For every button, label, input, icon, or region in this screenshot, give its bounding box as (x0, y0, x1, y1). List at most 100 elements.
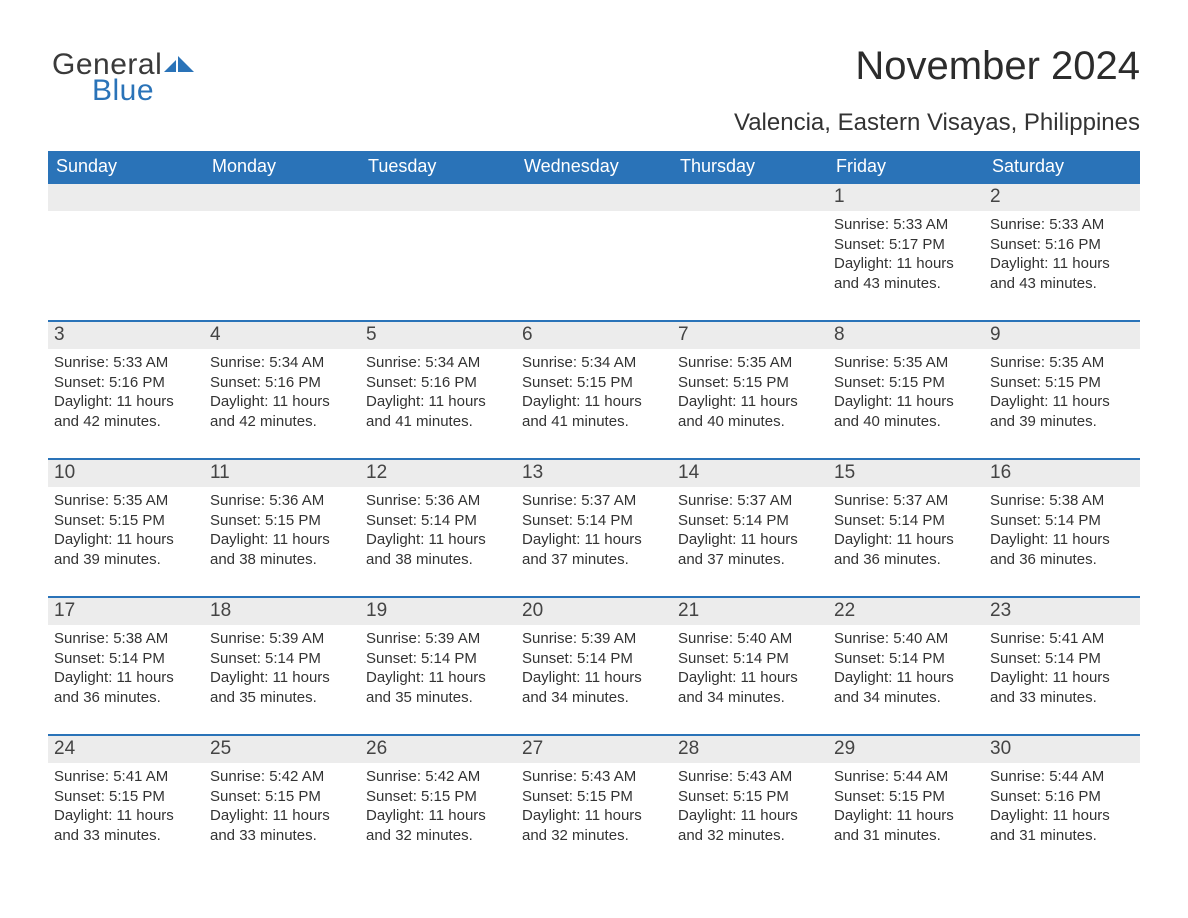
day-cell: 7Sunrise: 5:35 AMSunset: 5:15 PMDaylight… (672, 322, 828, 442)
sunrise-line: Sunrise: 5:44 AM (990, 767, 1134, 787)
sunset-line: Sunset: 5:15 PM (678, 787, 822, 807)
sunrise-line: Sunrise: 5:34 AM (210, 353, 354, 373)
daylight-line: Daylight: 11 hours and 41 minutes. (366, 392, 506, 431)
day-number: 25 (204, 736, 360, 763)
day-details: Sunrise: 5:44 AMSunset: 5:15 PMDaylight:… (828, 763, 984, 845)
daylight-line: Daylight: 11 hours and 34 minutes. (678, 668, 818, 707)
day-number (672, 184, 828, 211)
daylight-line: Daylight: 11 hours and 33 minutes. (54, 806, 194, 845)
day-number: 14 (672, 460, 828, 487)
day-number: 22 (828, 598, 984, 625)
sunset-line: Sunset: 5:14 PM (678, 649, 822, 669)
day-number: 30 (984, 736, 1140, 763)
day-details: Sunrise: 5:40 AMSunset: 5:14 PMDaylight:… (828, 625, 984, 707)
day-details: Sunrise: 5:36 AMSunset: 5:15 PMDaylight:… (204, 487, 360, 569)
day-of-week-header: Wednesday (516, 151, 672, 184)
daylight-line: Daylight: 11 hours and 41 minutes. (522, 392, 662, 431)
weeks-container: 1Sunrise: 5:33 AMSunset: 5:17 PMDaylight… (48, 184, 1140, 856)
day-details: Sunrise: 5:41 AMSunset: 5:14 PMDaylight:… (984, 625, 1140, 707)
day-cell: 5Sunrise: 5:34 AMSunset: 5:16 PMDaylight… (360, 322, 516, 442)
day-details: Sunrise: 5:41 AMSunset: 5:15 PMDaylight:… (48, 763, 204, 845)
month-title: November 2024 (734, 44, 1140, 89)
sunrise-line: Sunrise: 5:41 AM (54, 767, 198, 787)
calendar: SundayMondayTuesdayWednesdayThursdayFrid… (48, 151, 1140, 856)
sunrise-line: Sunrise: 5:36 AM (366, 491, 510, 511)
sunrise-line: Sunrise: 5:38 AM (54, 629, 198, 649)
day-number: 8 (828, 322, 984, 349)
day-cell (672, 184, 828, 304)
day-cell: 3Sunrise: 5:33 AMSunset: 5:16 PMDaylight… (48, 322, 204, 442)
daylight-line: Daylight: 11 hours and 37 minutes. (522, 530, 662, 569)
sunrise-line: Sunrise: 5:39 AM (210, 629, 354, 649)
sunset-line: Sunset: 5:15 PM (834, 787, 978, 807)
day-details: Sunrise: 5:35 AMSunset: 5:15 PMDaylight:… (672, 349, 828, 431)
day-number: 26 (360, 736, 516, 763)
day-details: Sunrise: 5:35 AMSunset: 5:15 PMDaylight:… (984, 349, 1140, 431)
sunrise-line: Sunrise: 5:33 AM (834, 215, 978, 235)
sunrise-line: Sunrise: 5:37 AM (522, 491, 666, 511)
header: General Blue November 2024 Valencia, Eas… (48, 20, 1140, 137)
sunset-line: Sunset: 5:15 PM (990, 373, 1134, 393)
day-number: 12 (360, 460, 516, 487)
day-cell: 23Sunrise: 5:41 AMSunset: 5:14 PMDayligh… (984, 598, 1140, 718)
day-cell: 1Sunrise: 5:33 AMSunset: 5:17 PMDaylight… (828, 184, 984, 304)
day-cell: 17Sunrise: 5:38 AMSunset: 5:14 PMDayligh… (48, 598, 204, 718)
sunrise-line: Sunrise: 5:42 AM (210, 767, 354, 787)
daylight-line: Daylight: 11 hours and 36 minutes. (990, 530, 1130, 569)
sunset-line: Sunset: 5:16 PM (210, 373, 354, 393)
sunrise-line: Sunrise: 5:35 AM (54, 491, 198, 511)
day-details: Sunrise: 5:39 AMSunset: 5:14 PMDaylight:… (204, 625, 360, 707)
day-number (204, 184, 360, 211)
title-block: November 2024 Valencia, Eastern Visayas,… (734, 44, 1140, 137)
day-cell: 30Sunrise: 5:44 AMSunset: 5:16 PMDayligh… (984, 736, 1140, 856)
daylight-line: Daylight: 11 hours and 38 minutes. (210, 530, 350, 569)
daylight-line: Daylight: 11 hours and 36 minutes. (54, 668, 194, 707)
sunset-line: Sunset: 5:14 PM (834, 511, 978, 531)
day-of-week-header: Thursday (672, 151, 828, 184)
sunset-line: Sunset: 5:14 PM (990, 649, 1134, 669)
sunset-line: Sunset: 5:15 PM (522, 787, 666, 807)
day-number (360, 184, 516, 211)
day-cell: 19Sunrise: 5:39 AMSunset: 5:14 PMDayligh… (360, 598, 516, 718)
day-cell (48, 184, 204, 304)
day-of-week-header: Friday (828, 151, 984, 184)
day-details: Sunrise: 5:38 AMSunset: 5:14 PMDaylight:… (48, 625, 204, 707)
day-details: Sunrise: 5:35 AMSunset: 5:15 PMDaylight:… (828, 349, 984, 431)
daylight-line: Daylight: 11 hours and 31 minutes. (834, 806, 974, 845)
day-details: Sunrise: 5:40 AMSunset: 5:14 PMDaylight:… (672, 625, 828, 707)
daylight-line: Daylight: 11 hours and 35 minutes. (210, 668, 350, 707)
day-number: 2 (984, 184, 1140, 211)
day-number (516, 184, 672, 211)
sunset-line: Sunset: 5:14 PM (522, 511, 666, 531)
day-cell: 27Sunrise: 5:43 AMSunset: 5:15 PMDayligh… (516, 736, 672, 856)
sunrise-line: Sunrise: 5:35 AM (990, 353, 1134, 373)
sunrise-line: Sunrise: 5:35 AM (678, 353, 822, 373)
day-cell (204, 184, 360, 304)
day-details: Sunrise: 5:37 AMSunset: 5:14 PMDaylight:… (516, 487, 672, 569)
sunset-line: Sunset: 5:15 PM (210, 787, 354, 807)
day-number: 23 (984, 598, 1140, 625)
day-details: Sunrise: 5:36 AMSunset: 5:14 PMDaylight:… (360, 487, 516, 569)
day-details: Sunrise: 5:39 AMSunset: 5:14 PMDaylight:… (516, 625, 672, 707)
day-number: 17 (48, 598, 204, 625)
sunset-line: Sunset: 5:15 PM (366, 787, 510, 807)
daylight-line: Daylight: 11 hours and 39 minutes. (990, 392, 1130, 431)
daylight-line: Daylight: 11 hours and 43 minutes. (834, 254, 974, 293)
week-row: 24Sunrise: 5:41 AMSunset: 5:15 PMDayligh… (48, 734, 1140, 856)
day-number: 24 (48, 736, 204, 763)
day-cell: 2Sunrise: 5:33 AMSunset: 5:16 PMDaylight… (984, 184, 1140, 304)
day-number: 16 (984, 460, 1140, 487)
day-number: 29 (828, 736, 984, 763)
logo: General Blue (48, 20, 194, 108)
sunrise-line: Sunrise: 5:36 AM (210, 491, 354, 511)
day-number: 21 (672, 598, 828, 625)
day-details: Sunrise: 5:42 AMSunset: 5:15 PMDaylight:… (360, 763, 516, 845)
day-details: Sunrise: 5:33 AMSunset: 5:16 PMDaylight:… (48, 349, 204, 431)
sunrise-line: Sunrise: 5:42 AM (366, 767, 510, 787)
daylight-line: Daylight: 11 hours and 35 minutes. (366, 668, 506, 707)
day-cell: 6Sunrise: 5:34 AMSunset: 5:15 PMDaylight… (516, 322, 672, 442)
daylight-line: Daylight: 11 hours and 31 minutes. (990, 806, 1130, 845)
sunset-line: Sunset: 5:15 PM (210, 511, 354, 531)
day-cell: 11Sunrise: 5:36 AMSunset: 5:15 PMDayligh… (204, 460, 360, 580)
day-number: 4 (204, 322, 360, 349)
